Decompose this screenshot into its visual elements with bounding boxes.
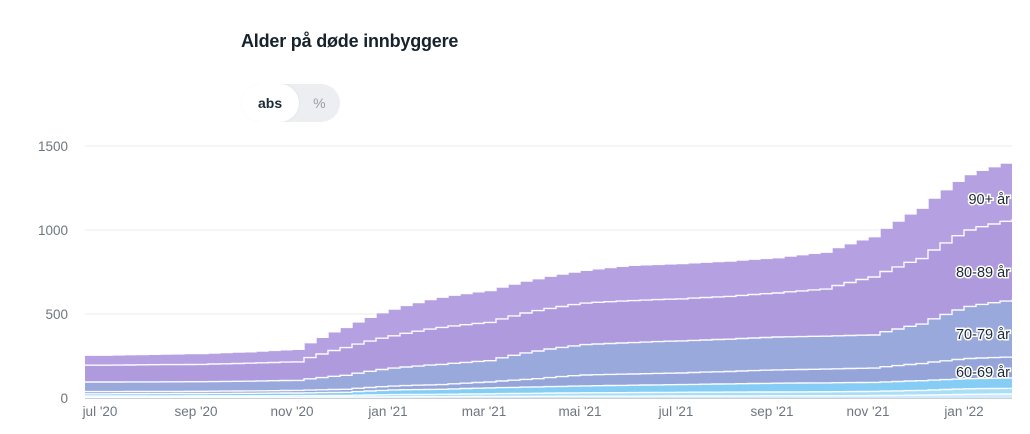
separator-line [85, 299, 1013, 383]
series-label: 60-69 år [956, 365, 1010, 381]
x-tick-label: jan '22 [943, 404, 983, 419]
x-tick-label: mai '21 [558, 404, 601, 419]
x-tick-label: sep '20 [174, 404, 217, 419]
x-tick-label: jul '21 [658, 404, 694, 419]
series-label: 90+ år [968, 192, 1010, 208]
separator-line [85, 356, 1013, 393]
y-tick-label: 0 [60, 391, 68, 406]
area-80-89-r[interactable] [85, 219, 1012, 382]
area-40-49-r[interactable] [85, 388, 1012, 398]
area-0-39-r[interactable] [85, 394, 1012, 398]
y-tick-label: 500 [45, 307, 68, 322]
area-70-79-r[interactable] [85, 299, 1012, 392]
x-tick-label: nov '20 [270, 404, 313, 419]
x-tick-label: nov '21 [846, 404, 889, 419]
separator-line [85, 160, 1013, 356]
series-label: 80-89 år [956, 265, 1010, 281]
separator-line [85, 387, 1013, 397]
x-tick-label: sep '21 [750, 404, 793, 419]
toggle-option-percent[interactable]: % [313, 95, 326, 111]
y-tick-label: 1000 [38, 223, 68, 238]
area-90+-r[interactable] [85, 160, 1012, 366]
y-tick-label: 1500 [38, 139, 68, 154]
x-tick-label: jul '20 [82, 404, 118, 419]
x-tick-label: mar '21 [462, 404, 507, 419]
x-tick-label: jan '21 [367, 404, 407, 419]
separator-line [85, 377, 1013, 395]
separator-line [85, 219, 1013, 366]
toggle-option-abs[interactable]: abs [241, 84, 300, 122]
series-label: 70-79 år [956, 327, 1010, 343]
separator-line [85, 393, 1012, 398]
chart-title: Alder på døde innbyggere [241, 31, 459, 51]
abs-percent-toggle[interactable]: abs % [241, 84, 340, 122]
